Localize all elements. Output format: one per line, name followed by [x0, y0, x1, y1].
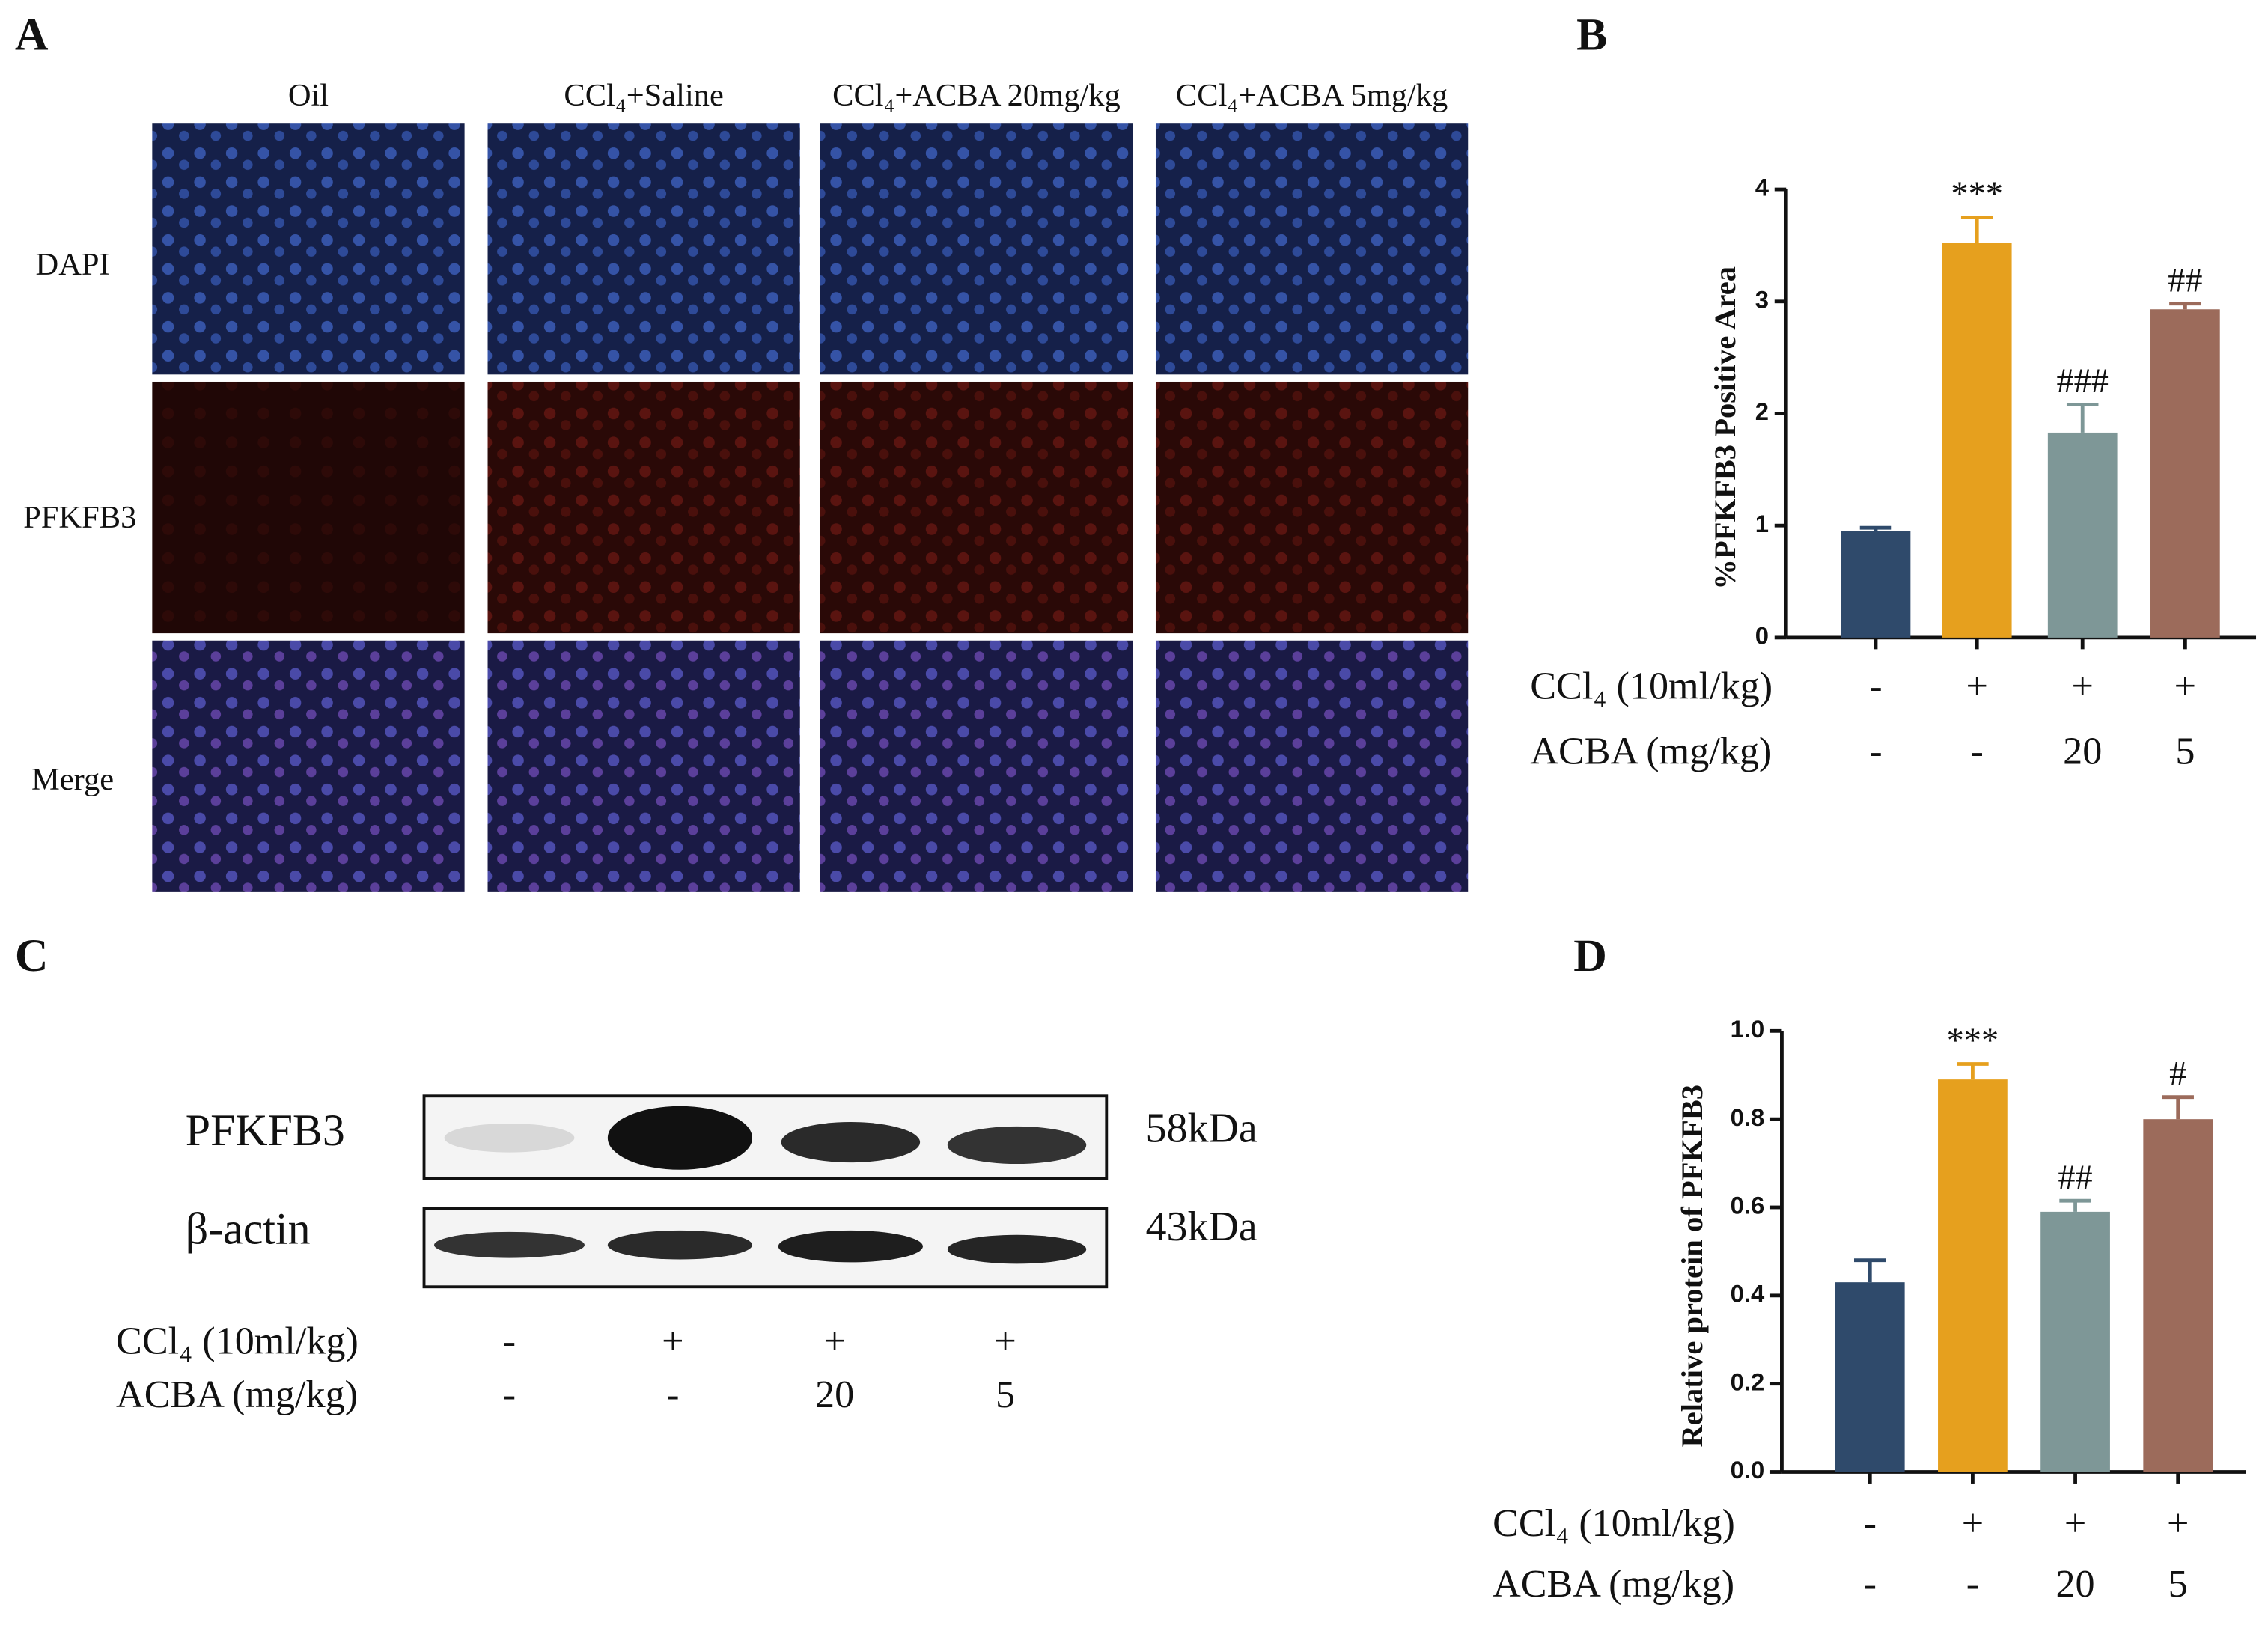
- treatment-label: CCl₄ (10ml/kg): [116, 1320, 359, 1362]
- micrograph: [1155, 123, 1469, 375]
- y-tick-label: 2: [1755, 397, 1769, 425]
- treatment-value: +: [2167, 1502, 2189, 1545]
- micrograph: [820, 123, 1133, 375]
- micrograph: [1155, 381, 1469, 634]
- bar: [2150, 309, 2220, 638]
- treatment-value: +: [823, 1320, 845, 1362]
- y-tick-label: 0: [1755, 622, 1769, 650]
- significance-label: ***: [1947, 1022, 1999, 1060]
- band: [778, 1230, 923, 1263]
- y-tick-label: 0.4: [1731, 1280, 1765, 1308]
- micrograph: [487, 381, 800, 634]
- y-tick-label: 4: [1755, 174, 1769, 201]
- bar: [1841, 531, 1911, 638]
- treatment-value: 5: [996, 1374, 1015, 1416]
- band: [947, 1126, 1087, 1165]
- treatment-value: +: [994, 1320, 1016, 1362]
- treatment-value: -: [503, 1374, 516, 1416]
- blot-label: β-actin: [186, 1204, 311, 1254]
- significance-label: ##: [2168, 261, 2202, 299]
- bar: [1942, 243, 2012, 638]
- treatment-label: ACBA (mg/kg): [1493, 1563, 1734, 1606]
- y-tick-label: 1: [1755, 510, 1769, 537]
- column-title: CCl₄+ACBA 20mg/kg: [832, 78, 1121, 113]
- bar: [2047, 432, 2118, 638]
- band: [434, 1231, 585, 1258]
- significance-label: ***: [1951, 175, 2003, 213]
- treatment-value: 5: [2168, 1563, 2188, 1606]
- treatment-value: 5: [2175, 730, 2195, 772]
- y-tick-label: 3: [1755, 285, 1769, 313]
- row-label: DAPI: [36, 247, 110, 282]
- micrograph: [152, 381, 465, 634]
- micrograph: [820, 381, 1133, 634]
- micrograph: [1155, 640, 1469, 892]
- treatment-label: ACBA (mg/kg): [116, 1374, 358, 1416]
- treatment-value: 20: [815, 1374, 854, 1416]
- treatment-value: -: [1864, 1563, 1877, 1606]
- blot-size: 43kDa: [1145, 1204, 1257, 1250]
- y-tick-label: 0.2: [1731, 1368, 1765, 1395]
- micrograph: [820, 640, 1133, 892]
- bar: [1835, 1282, 1905, 1472]
- treatment-value: -: [1971, 730, 1984, 772]
- treatment-value: -: [1966, 1563, 1979, 1606]
- band: [607, 1230, 753, 1260]
- treatment-value: -: [503, 1320, 516, 1362]
- band: [781, 1122, 921, 1163]
- column-title: CCl₄+ACBA 5mg/kg: [1176, 78, 1448, 113]
- bar: [2040, 1211, 2110, 1472]
- band: [947, 1234, 1087, 1264]
- treatment-value: +: [662, 1320, 683, 1362]
- significance-label: ##: [2058, 1159, 2092, 1197]
- treatment-value: 20: [2055, 1563, 2094, 1606]
- blot-label: PFKFB3: [186, 1106, 345, 1155]
- panel-letter: A: [15, 9, 49, 60]
- bar: [1938, 1079, 2008, 1472]
- column-title: Oil: [288, 78, 329, 113]
- treatment-value: -: [1869, 665, 1882, 707]
- significance-label: ###: [2056, 362, 2109, 400]
- y-tick-label: 1.0: [1731, 1015, 1765, 1043]
- treatment-label: ACBA (mg/kg): [1530, 730, 1772, 772]
- micrograph: [152, 123, 465, 375]
- band: [607, 1106, 753, 1170]
- y-tick-label: 0.8: [1731, 1103, 1765, 1131]
- panel-letter: D: [1573, 930, 1607, 981]
- blot-size: 58kDa: [1145, 1105, 1257, 1151]
- row-label: PFKFB3: [23, 500, 136, 535]
- y-tick-label: 0.6: [1731, 1192, 1765, 1219]
- significance-label: #: [2169, 1055, 2186, 1093]
- treatment-value: +: [2072, 665, 2094, 707]
- y-tick-label: 0.0: [1731, 1456, 1765, 1484]
- micrograph: [487, 123, 800, 375]
- panel-letter: B: [1576, 9, 1607, 60]
- treatment-value: +: [1962, 1502, 1984, 1545]
- panel-letter: C: [15, 930, 49, 981]
- treatment-value: +: [2064, 1502, 2086, 1545]
- treatment-value: -: [666, 1374, 679, 1416]
- column-title: CCl₄+Saline: [564, 78, 723, 113]
- western-blot: [422, 1094, 1109, 1289]
- treatment-label: CCl₄ (10ml/kg): [1530, 665, 1772, 707]
- treatment-value: -: [1864, 1502, 1877, 1545]
- treatment-value: -: [1869, 730, 1882, 772]
- band: [444, 1123, 575, 1153]
- treatment-value: 20: [2063, 730, 2102, 772]
- bar: [2143, 1119, 2213, 1472]
- treatment-label: CCl₄ (10ml/kg): [1493, 1502, 1735, 1545]
- y-axis-label: %PFKFB3 Positive Area: [1708, 266, 1742, 590]
- treatment-value: +: [1966, 665, 1988, 707]
- treatment-value: +: [2174, 665, 2196, 707]
- y-axis-label: Relative protein of PFKFB3: [1675, 1085, 1709, 1448]
- micrograph: [152, 640, 465, 892]
- row-label: Merge: [31, 762, 114, 797]
- micrograph: [487, 640, 800, 892]
